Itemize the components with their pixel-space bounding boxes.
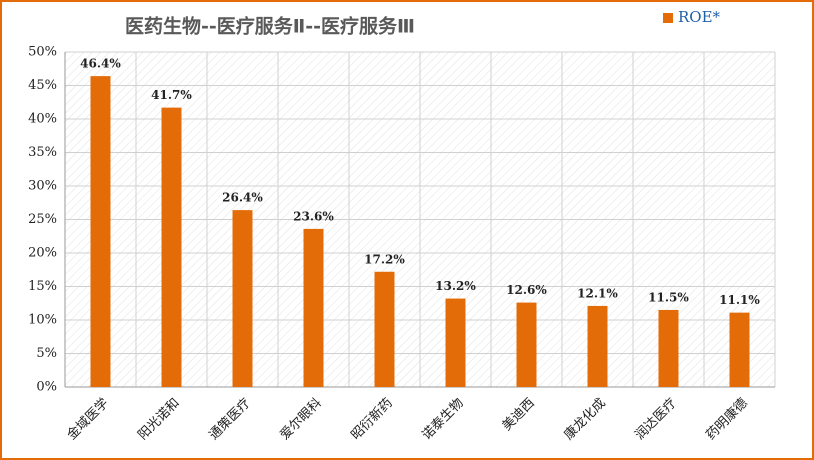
legend-swatch xyxy=(663,13,673,23)
y-tick-label: 45% xyxy=(28,78,57,93)
y-tick-label: 40% xyxy=(28,112,57,127)
value-label: 17.2% xyxy=(364,252,405,266)
bar xyxy=(516,302,537,387)
y-tick-label: 30% xyxy=(28,179,57,194)
value-label: 12.1% xyxy=(577,286,618,300)
legend-label: ROE* xyxy=(678,8,721,26)
y-tick-label: 5% xyxy=(36,346,57,361)
value-label: 11.5% xyxy=(648,290,689,304)
value-label: 46.4% xyxy=(80,57,121,71)
bar xyxy=(445,298,466,387)
value-label: 41.7% xyxy=(151,88,192,102)
bar xyxy=(587,305,608,387)
value-label: 13.2% xyxy=(435,279,476,293)
y-tick-label: 25% xyxy=(28,212,57,227)
y-tick-label: 10% xyxy=(28,313,57,328)
bar xyxy=(374,271,395,387)
bar xyxy=(303,228,324,387)
bar xyxy=(658,309,679,387)
value-label: 23.6% xyxy=(293,209,334,223)
y-tick-label: 50% xyxy=(28,45,57,60)
bar xyxy=(232,210,253,387)
y-tick-label: 0% xyxy=(36,380,57,395)
value-label: 12.6% xyxy=(506,283,547,297)
bar xyxy=(161,107,182,388)
bar xyxy=(90,76,111,388)
y-tick-label: 15% xyxy=(28,279,57,294)
value-label: 11.1% xyxy=(719,293,760,307)
y-tick-label: 35% xyxy=(28,145,57,160)
value-label: 26.4% xyxy=(222,191,263,205)
chart-title: 医药生物--医疗服务Ⅱ--医疗服务Ⅲ xyxy=(125,15,415,38)
bar xyxy=(729,312,750,387)
y-tick-label: 20% xyxy=(28,246,57,261)
